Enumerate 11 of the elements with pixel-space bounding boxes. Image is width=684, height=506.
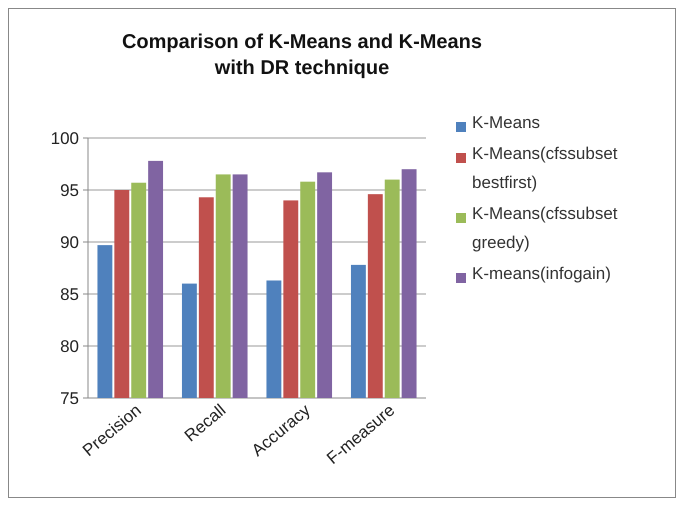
chart-title: Comparison of K-Means and K-Means with DR technique — [122, 31, 482, 79]
y-tick-label: 90 — [60, 232, 79, 252]
legend-label: K-Means — [472, 113, 540, 132]
y-tick-label: 75 — [60, 388, 79, 408]
y-tick-label: 95 — [60, 180, 79, 200]
legend-label: K-Means(cfssubset bestfirst) — [472, 144, 618, 192]
y-tick-label: 80 — [60, 336, 79, 356]
legend-label: K-Means(cfssubset greedy) — [472, 204, 618, 252]
y-tick-label: 100 — [50, 128, 79, 148]
y-tick-label: 85 — [60, 284, 79, 304]
legend-label: K-means(infogain) — [472, 264, 611, 283]
